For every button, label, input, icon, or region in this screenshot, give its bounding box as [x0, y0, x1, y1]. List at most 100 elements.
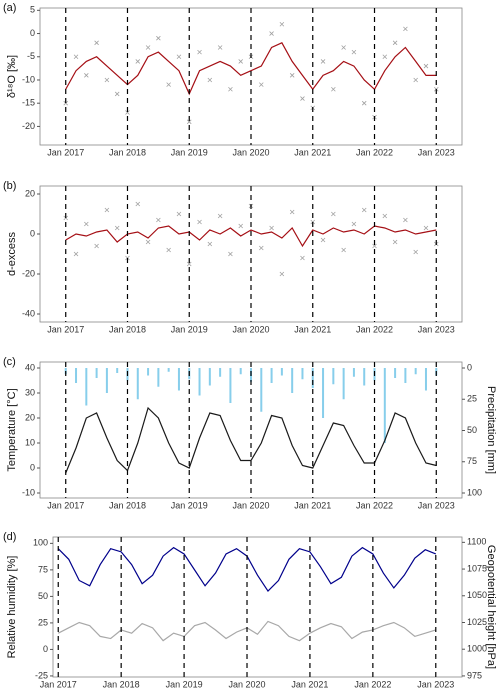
scatter-point [341, 45, 346, 50]
x-tick-label: Jan 2018 [109, 324, 146, 334]
panel-label: (b) [3, 180, 16, 192]
scatter-point [73, 54, 79, 60]
precip-bar [280, 368, 283, 376]
y-tick-label: -20 [22, 268, 35, 278]
scatter-point [156, 35, 161, 41]
x-tick-label: Jan 2020 [228, 679, 265, 689]
panel-label: (c) [3, 356, 16, 368]
precip-bar [322, 368, 325, 418]
scatter-point [238, 223, 243, 229]
y-tick-label: 20 [25, 412, 35, 422]
plot-frame [52, 536, 463, 678]
x-tick-label: Jan 2022 [356, 147, 393, 157]
scatter-point [320, 59, 326, 64]
y-tick-label: 10 [25, 437, 35, 447]
y-axis-label: δ¹⁸O [‰] [6, 55, 18, 98]
y-tick-label: -10 [22, 74, 35, 84]
scatter-point [114, 225, 120, 231]
scatter-point [73, 251, 79, 257]
x-tick-label: Jan 2021 [294, 500, 331, 510]
scatter-point [84, 73, 89, 78]
scatter-point [104, 207, 110, 213]
scatter-point [341, 247, 346, 253]
scatter-point [114, 91, 120, 97]
y-tick-label: 75 [38, 564, 48, 574]
scatter-point [269, 225, 274, 231]
y-tick-label: -20 [22, 121, 35, 131]
x-tick-label: Jan 2020 [232, 500, 269, 510]
y-tick-label: -10 [22, 487, 35, 497]
x-tick-label: Jan 2017 [47, 500, 84, 510]
y2-axis-label: Geopotential height [hPa] [485, 545, 497, 669]
scatter-point [331, 86, 336, 92]
scatter-point [403, 217, 408, 223]
x-tick-label: Jan 2019 [171, 500, 208, 510]
scatter-point [259, 245, 264, 251]
x-tick-label: Jan 2017 [40, 679, 77, 689]
scatter-point [176, 54, 182, 60]
precip-bar [147, 368, 150, 376]
scatter-point [331, 211, 336, 217]
precip-bar [383, 368, 386, 443]
y-tick-label: 0 [30, 462, 35, 472]
scatter-point [382, 213, 388, 219]
y2-tick-label: 975 [467, 670, 482, 680]
x-tick-label: Jan 2023 [418, 500, 455, 510]
x-tick-label: Jan 2019 [171, 147, 208, 157]
scatter-point [207, 241, 213, 247]
y-axis-label: Temperature [°C] [6, 388, 18, 471]
scatter-point [166, 247, 171, 253]
precip-bar [291, 368, 294, 393]
precip-bar [301, 368, 304, 380]
y-tick-label: 0 [30, 228, 35, 238]
scatter-point [197, 219, 202, 225]
x-tick-label: Jan 2019 [166, 679, 203, 689]
scatter-point [361, 207, 367, 213]
panel-label: (a) [3, 2, 16, 14]
x-tick-label: Jan 2020 [232, 324, 269, 334]
scatter-point [94, 40, 99, 46]
precip-bar [270, 368, 273, 383]
precip-bar [311, 368, 314, 388]
scatter-point [413, 249, 418, 255]
y-tick-label: -40 [22, 308, 35, 318]
x-tick-label: Jan 2020 [232, 147, 269, 157]
scatter-point [135, 201, 141, 207]
scatter-point [300, 96, 305, 101]
scatter-point [135, 59, 141, 64]
scatter-point [382, 54, 388, 60]
y-tick-label: -5 [27, 51, 35, 61]
y-tick-label: -25 [35, 670, 48, 680]
scatter-point [289, 73, 295, 78]
precip-bar [363, 368, 366, 386]
scatter-point [156, 217, 161, 223]
y-tick-label: 40 [25, 362, 35, 372]
precip-bar [208, 368, 211, 386]
x-tick-label: Jan 2021 [294, 147, 331, 157]
precip-bar [167, 368, 170, 372]
precip-bar [85, 368, 88, 406]
y2-tick-label: 100 [467, 487, 482, 497]
x-tick-label: Jan 2022 [354, 679, 391, 689]
scatter-point [166, 82, 171, 87]
scatter-point [423, 225, 429, 231]
x-tick-label: Jan 2022 [356, 500, 393, 510]
y-tick-label: 30 [25, 387, 35, 397]
y2-tick-label: 1050 [467, 590, 487, 600]
x-tick-label: Jan 2018 [109, 500, 146, 510]
scatter-point [84, 221, 89, 227]
scatter-point [94, 243, 99, 249]
x-tick-label: Jan 2021 [294, 324, 331, 334]
x-tick-label: Jan 2023 [418, 147, 455, 157]
precip-bar [105, 368, 108, 393]
precip-bar [198, 368, 201, 396]
y-axis-label: d-excess [6, 231, 18, 276]
scatter-point [392, 40, 398, 46]
precip-bar [219, 368, 222, 377]
y2-tick-label: 25 [467, 394, 477, 404]
x-tick-label: Jan 2023 [417, 679, 454, 689]
scatter-point [104, 77, 110, 83]
precip-bar [342, 368, 345, 400]
scatter-point [413, 77, 418, 83]
scatter-point [361, 100, 367, 106]
